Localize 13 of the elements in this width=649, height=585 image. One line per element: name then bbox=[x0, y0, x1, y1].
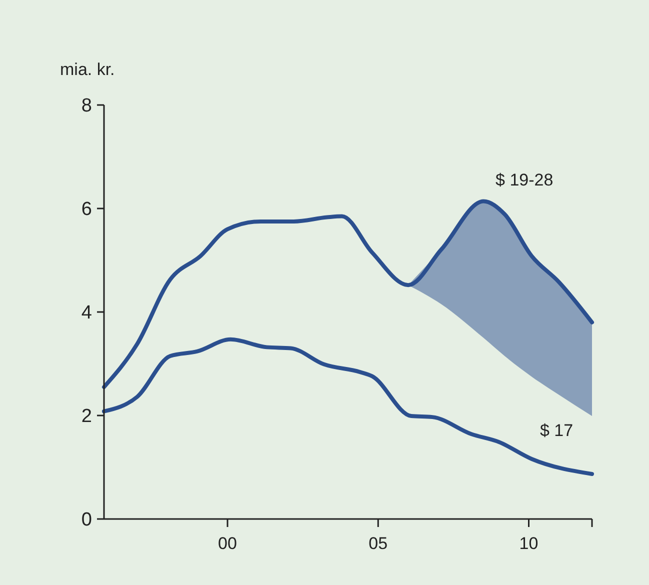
y-tick-label: 4 bbox=[81, 302, 92, 324]
y-axis-title: mia. kr. bbox=[60, 60, 115, 79]
line-series bbox=[102, 199, 594, 390]
x-tick-label: 05 bbox=[368, 534, 388, 553]
y-tick-label: 2 bbox=[81, 406, 92, 428]
series-label: $ 17 bbox=[540, 420, 574, 440]
y-tick-label: 0 bbox=[81, 510, 92, 531]
y-tick-label: 8 bbox=[81, 96, 92, 117]
y-tick-label: 6 bbox=[81, 199, 92, 220]
x-tick-label: 00 bbox=[218, 534, 237, 553]
line-series bbox=[102, 337, 594, 476]
x-tick-label: 10 bbox=[519, 534, 538, 553]
series-label: $ 19-28 bbox=[496, 170, 554, 190]
